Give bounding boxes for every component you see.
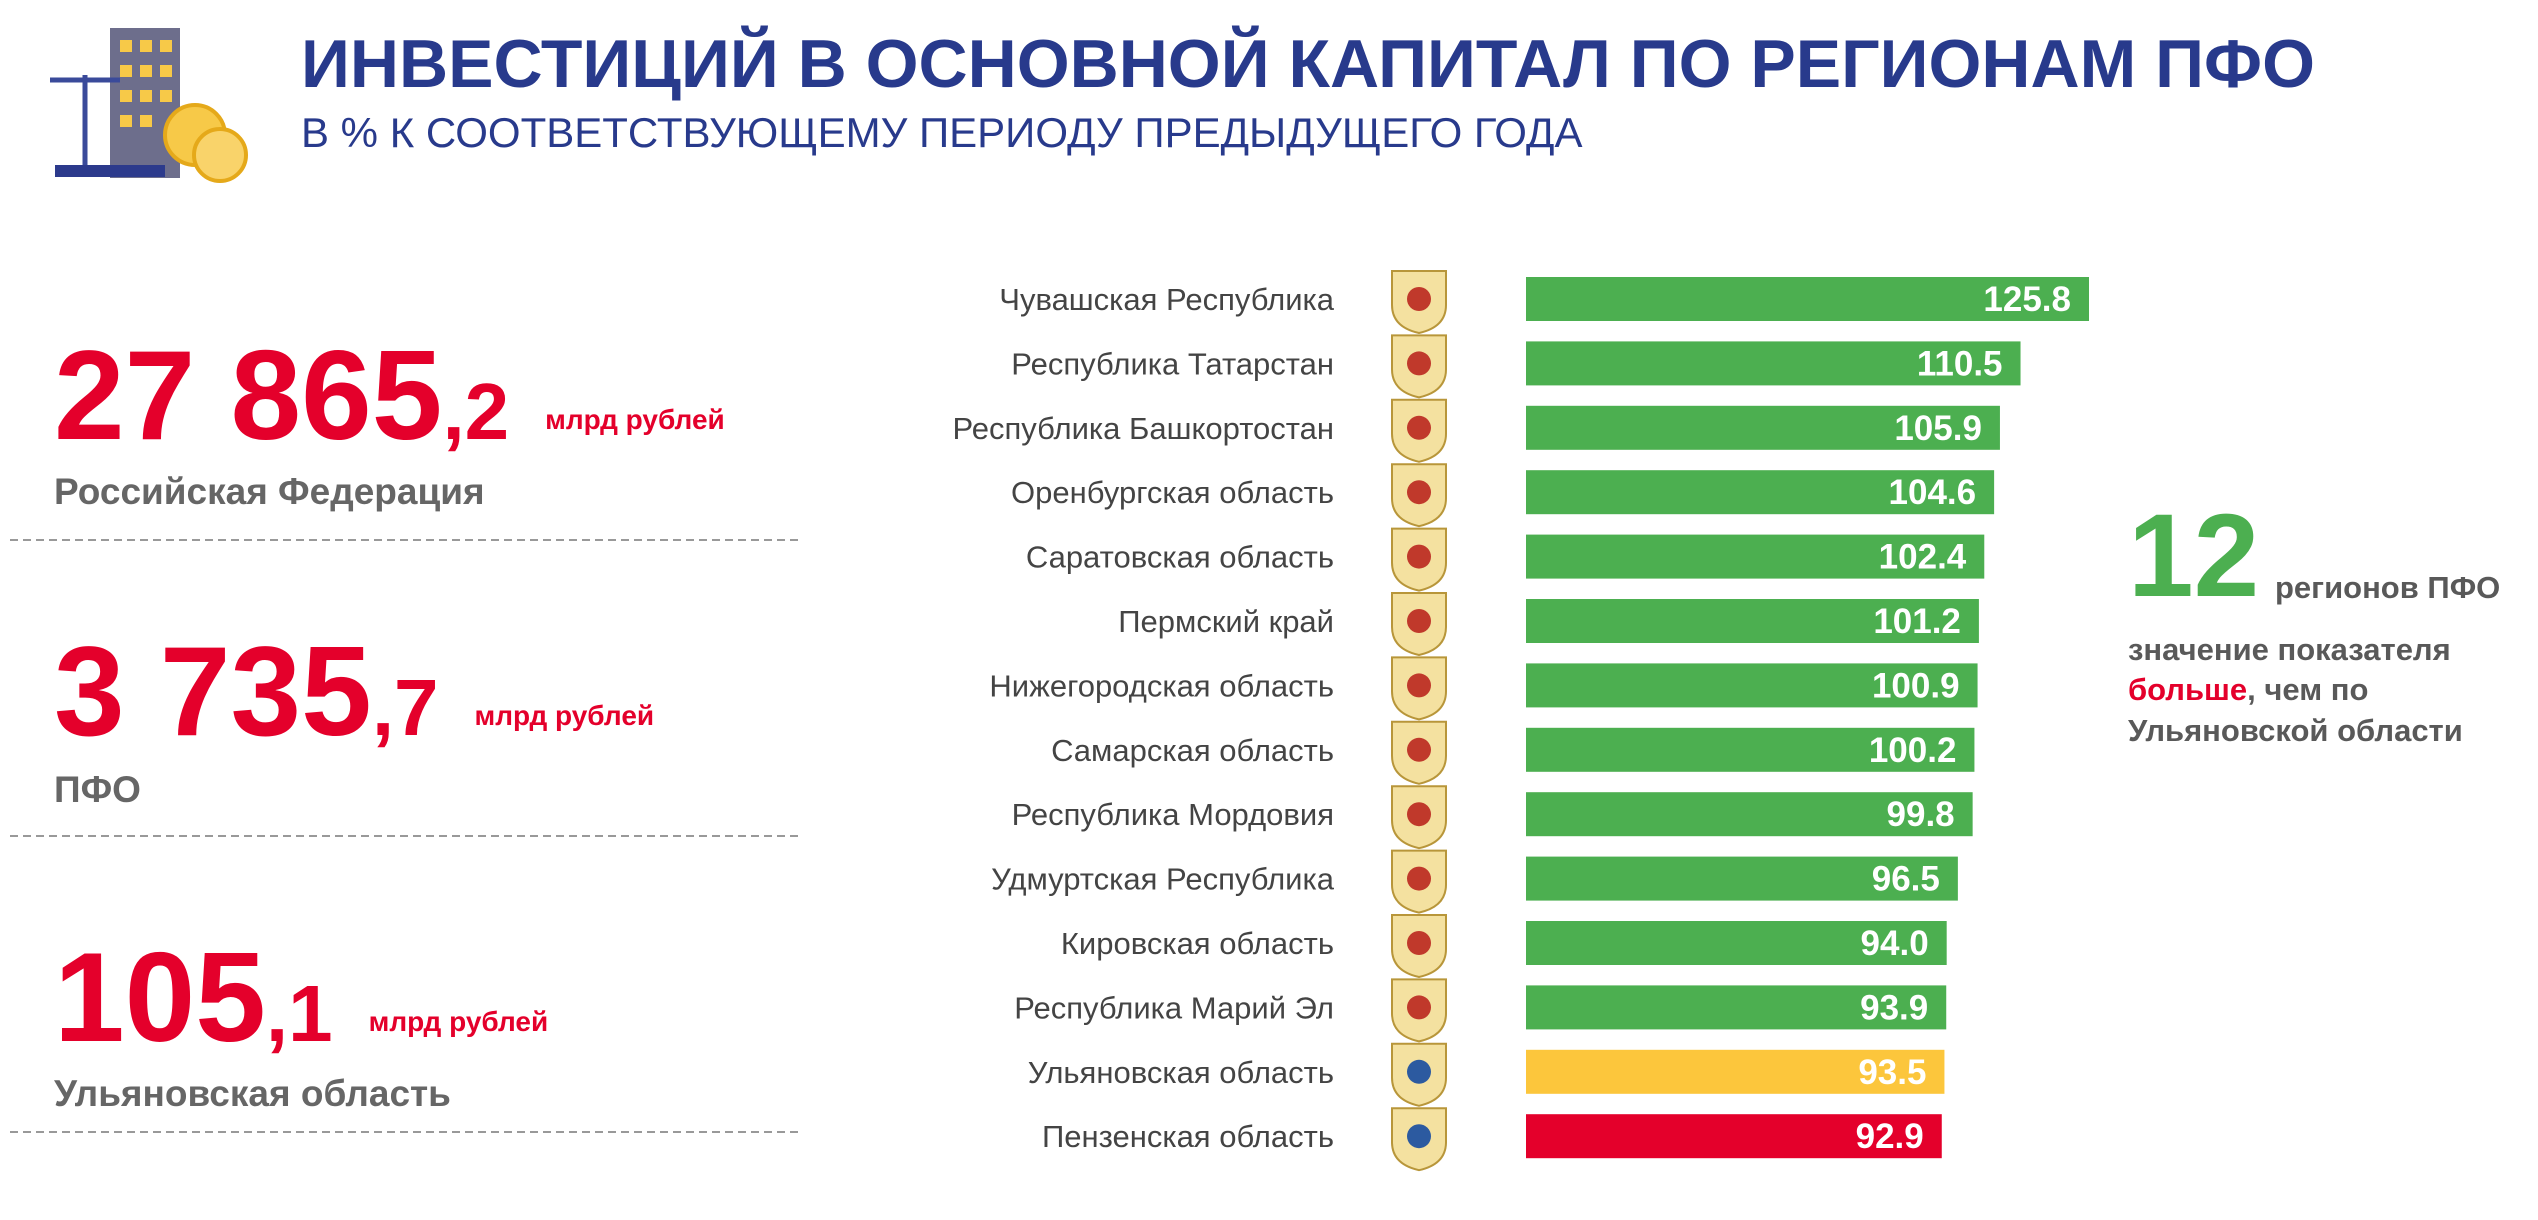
region-emblem — [1391, 1107, 1447, 1172]
bar — [1526, 599, 1979, 643]
stat-value: 105,1 млрд рублей — [54, 926, 548, 1068]
category-label: Кировская область — [1061, 926, 1334, 961]
stat-unit: млрд рублей — [369, 1006, 549, 1037]
bar-value-label: 100.9 — [1872, 666, 1960, 705]
stat-value: 27 865,2 млрд рублей — [54, 324, 725, 466]
bar — [1526, 277, 2089, 321]
header-icon — [50, 28, 248, 183]
emblem-center — [1407, 737, 1431, 762]
emblem-center — [1407, 609, 1431, 633]
bar-value-label: 93.5 — [1858, 1053, 1926, 1092]
note-count-label: регионов ПФО — [2275, 570, 2500, 605]
bar — [1526, 663, 1978, 708]
category-label: Самарская область — [1051, 733, 1334, 768]
bar — [1526, 1049, 1945, 1094]
bar — [1526, 727, 1975, 772]
region-emblem — [1391, 334, 1447, 399]
region-emblem — [1391, 720, 1447, 785]
category-label: Нижегородская область — [989, 668, 1334, 703]
category-label: Республика Башкортостан — [952, 411, 1334, 446]
region-emblem — [1391, 914, 1447, 979]
emblem-center — [1407, 866, 1431, 891]
bar — [1526, 792, 1973, 837]
title: ИНВЕСТИЦИЙ В ОСНОВНОЙ КАПИТАЛ ПО РЕГИОНА… — [301, 25, 2315, 102]
category-label: Саратовская область — [1026, 540, 1334, 575]
stat-value: 3 735,7 млрд рублей — [54, 620, 654, 762]
category-label: Оренбургская область — [1011, 475, 1334, 510]
note: 12 регионов ПФО значение показателя боль… — [2128, 490, 2500, 748]
category-label: Пензенская область — [1042, 1119, 1334, 1154]
stat-unit: млрд рублей — [475, 700, 655, 731]
bar-value-label: 104.6 — [1889, 473, 1977, 512]
stat-integer: 27 865 — [54, 324, 442, 466]
stat-label: Российская Федерация — [54, 471, 485, 512]
category-label: Республика Марий Эл — [1014, 990, 1334, 1025]
emblem-center — [1407, 480, 1431, 505]
subtitle: В % К СООТВЕТСТВУЮЩЕМУ ПЕРИОДУ ПРЕДЫДУЩЕ… — [301, 109, 1583, 156]
bar — [1526, 534, 1985, 579]
stat-fraction: ,1 — [266, 969, 333, 1058]
bar-value-label: 94.0 — [1861, 924, 1929, 963]
emblem-center — [1407, 995, 1431, 1020]
note-line: , чем по — [2247, 672, 2368, 707]
stat-fraction: ,7 — [372, 663, 439, 752]
bar-value-label: 125.8 — [1983, 280, 2071, 319]
stat-unit: млрд рублей — [545, 404, 725, 435]
emblem-center — [1407, 544, 1431, 569]
emblem-center — [1407, 287, 1431, 311]
category-label: Чувашская Республика — [999, 282, 1334, 317]
emblem-center — [1407, 351, 1431, 376]
region-emblem — [1391, 527, 1447, 592]
stat-integer: 105 — [54, 926, 266, 1068]
bar-value-label: 93.9 — [1860, 988, 1928, 1027]
region-emblem — [1391, 785, 1447, 850]
bar-value-label: 101.2 — [1873, 602, 1961, 641]
emblem-center — [1407, 415, 1431, 440]
category-label: Республика Татарстан — [1011, 346, 1334, 381]
category-label: Удмуртская Республика — [991, 862, 1335, 897]
region-emblem — [1391, 978, 1447, 1043]
region-emblem — [1391, 656, 1447, 721]
stat-fraction: ,2 — [442, 367, 509, 456]
category-label: Республика Мордовия — [1012, 797, 1334, 832]
region-emblem — [1391, 398, 1447, 463]
region-emblem — [1391, 849, 1447, 914]
emblem-center — [1407, 673, 1431, 698]
bar — [1526, 856, 1958, 901]
category-label: Пермский край — [1118, 604, 1334, 639]
bar — [1526, 470, 1995, 515]
note-line: значение показателя — [2128, 632, 2451, 667]
bar — [1526, 405, 2000, 450]
bar-value-label: 105.9 — [1894, 409, 1982, 448]
bar — [1526, 921, 1947, 965]
bar — [1526, 341, 2021, 386]
bar-value-label: 110.5 — [1917, 344, 2003, 383]
bar-value-label: 100.2 — [1869, 731, 1957, 770]
bar-value-label: 99.8 — [1887, 795, 1955, 834]
region-emblem — [1391, 592, 1447, 657]
note-emphasis: больше — [2128, 672, 2247, 707]
bar-value-label: 92.9 — [1856, 1117, 1924, 1156]
region-emblem — [1391, 1042, 1447, 1107]
emblem-center — [1407, 931, 1431, 955]
emblem-center — [1407, 802, 1431, 827]
bar-value-label: 102.4 — [1879, 538, 1967, 577]
bar-value-label: 96.5 — [1872, 860, 1940, 899]
note-line: Ульяновской области — [2128, 713, 2463, 748]
stat-integer: 3 735 — [54, 620, 372, 762]
bar — [1526, 1114, 1942, 1159]
note-line: больше, чем по — [2128, 672, 2368, 707]
note-count: 12 — [2128, 490, 2259, 622]
bar — [1526, 985, 1947, 1030]
region-emblem — [1391, 270, 1447, 335]
stat-label: Ульяновская область — [54, 1073, 451, 1114]
region-emblem — [1391, 463, 1447, 528]
emblem-center — [1407, 1059, 1431, 1084]
category-label: Ульяновская область — [1028, 1055, 1334, 1090]
emblem-center — [1407, 1124, 1431, 1149]
stat-label: ПФО — [54, 769, 141, 810]
